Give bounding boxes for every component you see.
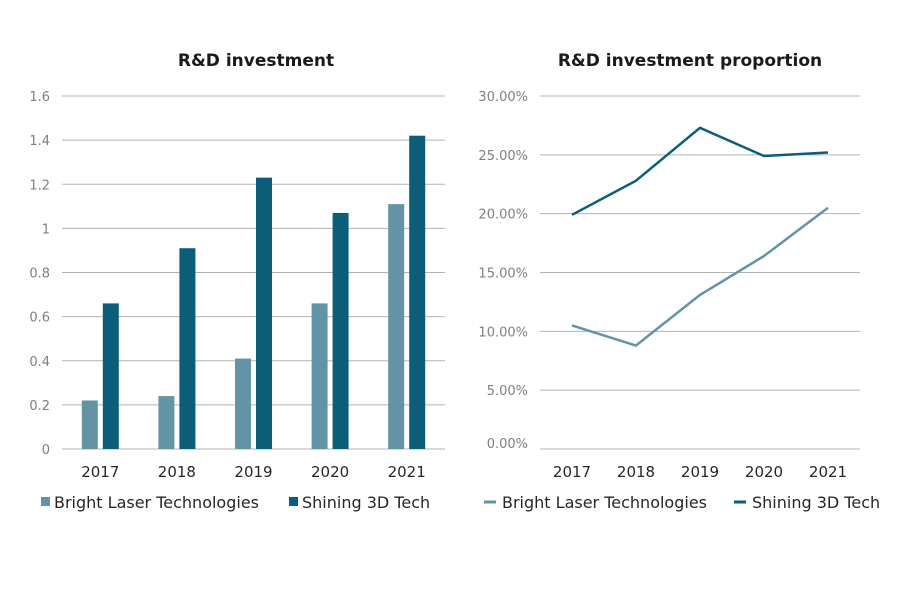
- legend-swatch-shining-3d: [289, 497, 298, 506]
- legend-label-shining-3d: Shining 3D Tech: [302, 493, 430, 512]
- line-chart-gridlines: [540, 95, 860, 450]
- bar-y-tick-label: 1.6: [29, 90, 50, 105]
- line-chart-x-axis: 2017 2018 2019 2020 2021: [553, 463, 847, 481]
- line-x-tick-label: 2020: [745, 463, 783, 481]
- bar-bright-laser-technologies-2018: [158, 396, 175, 449]
- bar-shining-3d-tech-2017: [102, 303, 119, 449]
- line-series-bright-laser-technologies: [571, 206, 829, 347]
- bar-chart-bars: [81, 135, 426, 449]
- line-y-tick-label: 0.00%: [487, 437, 528, 452]
- line-y-tick-label: 15.00%: [478, 267, 528, 282]
- legend-label-bright-laser: Bright Laser Technologies: [54, 493, 259, 512]
- line-chart-title: R&D investment proportion: [558, 51, 822, 71]
- bar-y-tick-label: 0.2: [29, 399, 50, 414]
- legend-label-bright-laser: Bright Laser Technologies: [502, 493, 707, 512]
- bar-bright-laser-technologies-2017: [81, 400, 98, 449]
- bar-chart-y-axis: 0 0.2 0.4 0.6 0.8 1 1.2 1.4 1.6: [29, 90, 50, 458]
- bar-y-tick-label: 0.4: [29, 355, 50, 370]
- line-series-shining-3d-tech: [571, 126, 829, 216]
- line-x-tick-label: 2021: [809, 463, 847, 481]
- line-chart-series: [571, 126, 829, 347]
- bar-shining-3d-tech-2021: [409, 135, 426, 449]
- bar-chart-rd-investment: R&D investment 0 0.2 0.4 0.6 0.8 1 1.2 1.4 1.6 2…: [29, 51, 445, 512]
- bar-shining-3d-tech-2019: [256, 177, 272, 449]
- bar-y-tick-label: 1.4: [29, 134, 50, 149]
- bar-chart-title: R&D investment: [178, 51, 334, 71]
- bar-chart-legend: Bright Laser Technologies Shining 3D Tec…: [41, 493, 430, 512]
- line-y-tick-label: 5.00%: [487, 384, 528, 399]
- bar-x-tick-label: 2017: [81, 463, 119, 481]
- bar-chart-x-axis: 2017 2018 2019 2020 2021: [81, 463, 426, 481]
- bar-x-tick-label: 2019: [234, 463, 272, 481]
- legend-swatch-bright-laser: [41, 497, 50, 506]
- bar-y-tick-label: 1.2: [29, 178, 50, 193]
- line-y-tick-label: 10.00%: [478, 325, 528, 340]
- bar-bright-laser-technologies-2020: [311, 303, 328, 449]
- line-chart-rd-proportion: R&D investment proportion 0.00% 5.00% 10.0…: [478, 51, 880, 512]
- bar-bright-laser-technologies-2019: [235, 358, 251, 449]
- line-y-tick-label: 25.00%: [478, 149, 528, 164]
- line-x-tick-label: 2018: [617, 463, 655, 481]
- bar-chart-gridlines: [62, 95, 445, 450]
- bar-x-tick-label: 2018: [158, 463, 196, 481]
- line-chart-y-axis: 0.00% 5.00% 10.00% 15.00% 20.00% 25.00% 30.00%: [478, 90, 528, 452]
- bar-bright-laser-technologies-2021: [388, 204, 405, 449]
- line-y-tick-label: 20.00%: [478, 208, 528, 223]
- bar-y-tick-label: 0: [42, 443, 50, 458]
- legend-label-shining-3d: Shining 3D Tech: [752, 493, 880, 512]
- bar-shining-3d-tech-2018: [179, 248, 196, 449]
- line-x-tick-label: 2019: [681, 463, 719, 481]
- bar-y-tick-label: 1: [42, 222, 50, 237]
- bar-y-tick-label: 0.6: [29, 311, 50, 326]
- line-chart-legend: Bright Laser Technologies Shining 3D Tec…: [484, 493, 880, 512]
- line-y-tick-label: 30.00%: [478, 90, 528, 105]
- bar-x-tick-label: 2020: [311, 463, 349, 481]
- line-x-tick-label: 2017: [553, 463, 591, 481]
- bar-x-tick-label: 2021: [388, 463, 426, 481]
- bar-shining-3d-tech-2020: [332, 212, 349, 449]
- bar-y-tick-label: 0.8: [29, 267, 50, 282]
